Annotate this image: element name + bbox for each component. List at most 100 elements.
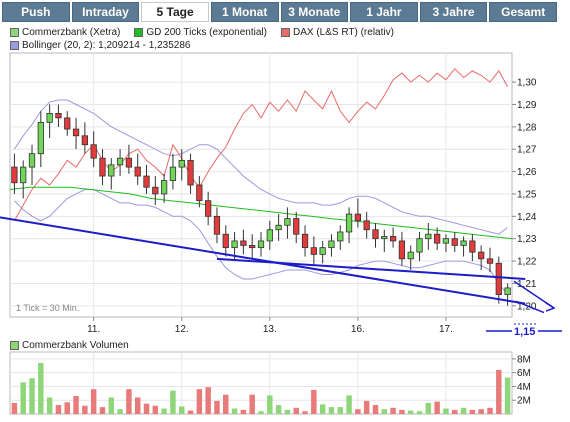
price-plot-area: [9, 52, 513, 318]
candle-body: [231, 240, 238, 249]
x-tick-label: 13.: [263, 324, 277, 335]
candle-body: [451, 238, 458, 246]
volume-bar: [187, 410, 194, 414]
candle-body: [434, 233, 441, 244]
tab-push[interactable]: Push: [2, 2, 70, 22]
volume-bar: [117, 409, 123, 414]
candle-body: [187, 159, 194, 186]
volume-bar: [134, 397, 141, 414]
legend-label-volume: Commerzbank Volumen: [22, 340, 129, 351]
candle-body: [196, 184, 203, 202]
volume-legend: Commerzbank Volumen: [10, 339, 143, 352]
candle-body: [37, 121, 44, 155]
volume-bar: [328, 407, 335, 414]
trend-arrow-line-2: [515, 300, 545, 314]
tab-gesamt[interactable]: Gesamt: [489, 2, 557, 22]
legend-label-bollinger: Bollinger (20, 2): 1,209214 - 1,235286: [22, 40, 191, 51]
candle-body: [284, 218, 291, 226]
price-tick-label: 1,23: [517, 234, 537, 245]
tab-1-jahr[interactable]: 1 Jahr: [350, 2, 418, 22]
legend-commerzbank: Commerzbank (Xetra): [10, 27, 120, 38]
tab-3-jahre[interactable]: 3 Jahre: [419, 2, 488, 22]
price-tick-label: 1,28: [517, 122, 537, 133]
candle-body: [275, 224, 282, 231]
volume-bar: [452, 409, 458, 414]
legend-gd200: GD 200 Ticks (exponential): [134, 27, 267, 38]
volume-bar: [319, 404, 326, 414]
price-tick-label: 1,30: [517, 78, 537, 89]
volume-bar: [363, 400, 370, 414]
volume-bar: [381, 409, 388, 414]
candle-body: [486, 258, 494, 264]
volume-bar: [55, 405, 62, 414]
candle-body: [125, 157, 133, 168]
candle-body: [389, 236, 397, 242]
volume-bar: [196, 389, 203, 414]
price-tick-label: 1,20: [517, 301, 537, 312]
volume-bar: [434, 401, 440, 414]
candle-body: [319, 247, 326, 255]
candle-body: [55, 113, 62, 119]
candle-body: [178, 159, 185, 168]
x-tick-label: 16.: [351, 324, 365, 335]
x-tick-label: 12.: [175, 324, 189, 335]
legend-label-dax: DAX (L&S RT) (relativ): [292, 27, 394, 38]
price-tick-label: 1,29: [517, 100, 537, 111]
volume-bar: [11, 402, 18, 414]
candle-body: [249, 245, 256, 249]
volume-bar: [152, 405, 159, 414]
volume-bar: [170, 390, 176, 414]
volume-bar: [346, 395, 352, 414]
candle-body: [345, 213, 353, 233]
candle-body: [310, 247, 317, 255]
candle-body: [46, 113, 53, 123]
volume-bar: [82, 405, 88, 414]
legend-swatch-volume: [10, 341, 19, 350]
volume-bar: [425, 402, 432, 414]
trend-arrow-head: [545, 302, 556, 312]
price-tick-label: 1,27: [517, 145, 537, 156]
volume-bar: [29, 378, 35, 414]
timeframe-tabs: Push Intraday 5 Tage 1 Monat 3 Monate 1 Jahr 3…: [2, 2, 557, 22]
candle-body: [495, 262, 502, 296]
candle-body: [213, 215, 221, 235]
volume-bar: [487, 407, 493, 414]
tab-intraday[interactable]: Intraday: [71, 2, 140, 22]
tab-1-monat[interactable]: 1 Monat: [210, 2, 279, 22]
volume-bar: [179, 406, 185, 414]
volume-bar: [249, 394, 255, 414]
volume-bar: [90, 389, 97, 414]
volume-bar: [337, 407, 343, 414]
chart-legend: Commerzbank (Xetra) GD 200 Ticks (expone…: [10, 26, 408, 52]
candle-body: [152, 186, 159, 195]
candle-body: [442, 238, 450, 244]
volume-tick-label: 8M: [517, 354, 531, 365]
volume-tick-label: 6M: [517, 368, 531, 379]
candle-body: [425, 233, 432, 240]
volume-bar: [99, 407, 106, 414]
volume-bar: [38, 363, 44, 414]
tab-3-monate[interactable]: 3 Monate: [280, 2, 349, 22]
volume-bar: [390, 407, 396, 414]
volume-bar: [223, 394, 229, 414]
candle-body: [293, 218, 300, 235]
candle-body: [381, 236, 388, 240]
candle-body: [20, 166, 27, 184]
price-tick-label: 1,26: [517, 167, 537, 178]
candle-body: [469, 240, 476, 253]
legend-bollinger: Bollinger (20, 2): 1,209214 - 1,235286: [10, 40, 190, 51]
legend-swatch-gd200: [134, 28, 144, 37]
volume-bar: [355, 409, 361, 414]
candle-body: [354, 213, 362, 222]
volume-bar: [302, 411, 308, 414]
legend-swatch-bollinger: [10, 41, 19, 50]
legend-label-commerzbank: Commerzbank (Xetra): [22, 27, 121, 38]
legend-label-gd200: GD 200 Ticks (exponential): [146, 27, 267, 38]
volume-bar: [293, 407, 299, 414]
tab-5-tage[interactable]: 5 Tage: [141, 2, 209, 22]
volume-bar: [258, 411, 264, 414]
volume-bar: [478, 409, 484, 414]
legend-swatch-commerzbank: [10, 28, 19, 37]
volume-bar: [240, 409, 247, 414]
